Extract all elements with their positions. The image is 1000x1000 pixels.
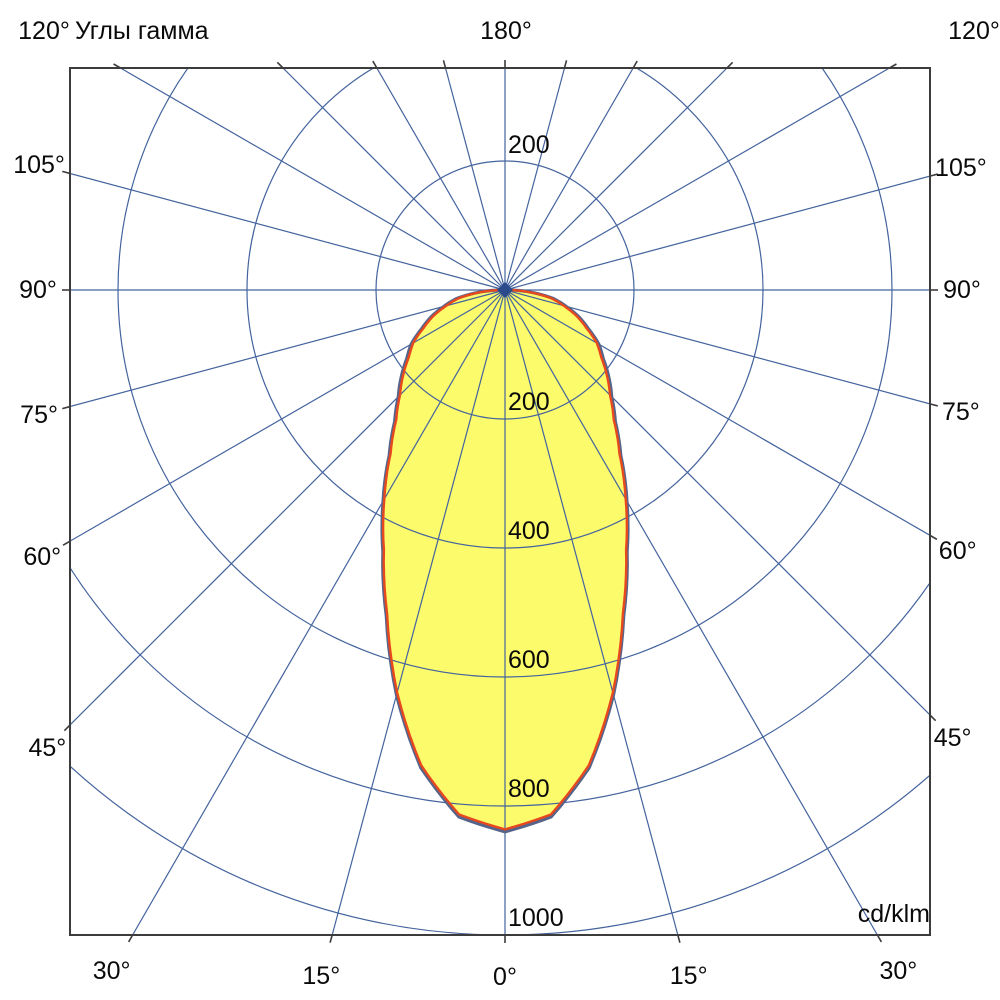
- grid-ray-135: [504, 68, 728, 291]
- frame-tick: [62, 540, 71, 546]
- grid-ray-345: [331, 289, 506, 935]
- frame-tick: [929, 403, 938, 407]
- grid-ray-315: [70, 289, 506, 726]
- frame-tick: [442, 60, 447, 69]
- grid-ray-240: [120, 68, 506, 291]
- frame-tick: [62, 170, 71, 175]
- gamma-label-left-75: 75°: [20, 400, 58, 429]
- ring-label-600: 600: [508, 646, 550, 674]
- ring-label-1000: 1000: [508, 904, 564, 932]
- gamma-label-top-2: 120°: [948, 17, 1000, 45]
- grid-ray-300: [70, 289, 506, 542]
- grid-ray-165: [504, 68, 566, 291]
- gamma-label-left-60: 60°: [23, 543, 62, 572]
- frame-tick: [127, 934, 134, 943]
- grid-ray-330: [132, 289, 506, 935]
- plot-frame: [69, 67, 931, 936]
- ring-label-400: 400: [508, 517, 550, 545]
- frame-tick: [372, 60, 378, 69]
- axis-title: Углы гамма: [75, 17, 209, 45]
- gamma-label-right-60: 60°: [938, 537, 977, 566]
- unit-label: cd/klm: [857, 900, 930, 928]
- grid-ray-210: [376, 68, 506, 291]
- frame-tick: [632, 60, 638, 69]
- gamma-label-top-1: 180°: [480, 17, 532, 45]
- gamma-label-top-0: 120°: [18, 17, 70, 45]
- gamma-label-right-90: 90°: [943, 276, 981, 304]
- grid-ray-225: [282, 68, 506, 291]
- grid-ray-60: [504, 289, 930, 536]
- ring-label-200: 200: [508, 388, 550, 416]
- gamma-label-left-45: 45°: [28, 733, 67, 762]
- grid-ray-120: [504, 68, 890, 291]
- gamma-label-right-105: 105°: [935, 153, 987, 182]
- ring-label-top-200: 200: [508, 131, 550, 159]
- ring-label-800: 800: [508, 775, 550, 803]
- gamma-label-bottom-0: 30°: [92, 957, 131, 986]
- gamma-label-bottom-1: 15°: [302, 961, 341, 990]
- frame-tick: [876, 934, 883, 943]
- grid-ray-255: [70, 172, 506, 291]
- grid-ray-45: [504, 289, 930, 716]
- gamma-label-left-90: 90°: [19, 276, 57, 304]
- gamma-label-bottom-4: 30°: [879, 957, 918, 986]
- polar-grid: [70, 68, 930, 935]
- grid-ray-105: [504, 175, 930, 291]
- frame-tick: [677, 934, 681, 943]
- grid-ray-15: [504, 289, 679, 935]
- grid-ray-195: [444, 68, 506, 291]
- grid-ray-75: [504, 289, 930, 405]
- grid-ray-150: [504, 68, 634, 291]
- frame-tick: [929, 173, 938, 177]
- grid-ray-30: [504, 289, 878, 935]
- frame-tick: [563, 60, 568, 69]
- frame-tick: [929, 534, 938, 541]
- gamma-label-right-75: 75°: [942, 398, 980, 427]
- curve-c0-c180: [381, 288, 629, 831]
- gamma-label-bottom-3: 15°: [669, 961, 708, 990]
- frame-tick: [329, 934, 333, 943]
- gamma-label-right-45: 45°: [933, 723, 972, 752]
- frame-tick: [62, 405, 71, 410]
- gamma-label-bottom-2: 0°: [493, 963, 517, 991]
- grid-ray-285: [70, 289, 506, 408]
- gamma-label-left-105: 105°: [13, 151, 65, 180]
- center-marker: [497, 282, 513, 298]
